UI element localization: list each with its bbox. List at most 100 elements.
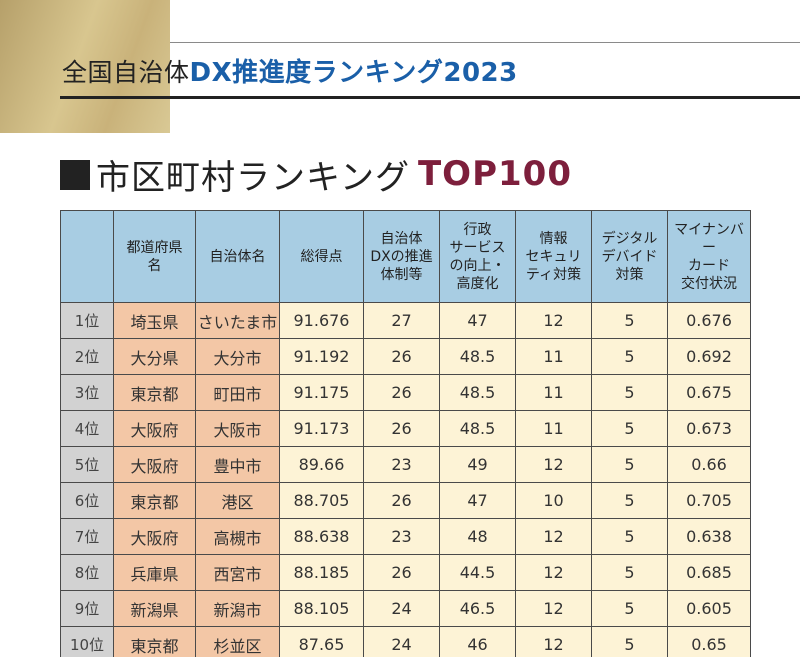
digital-divide-cell: 5 <box>591 590 668 627</box>
dx-system-cell: 26 <box>363 338 440 375</box>
column-header-line: 自治体 <box>380 230 423 247</box>
column-header-line: 体制等 <box>380 266 423 283</box>
dx-system-cell: 24 <box>363 590 440 627</box>
rank-cell: 1位 <box>60 302 114 339</box>
mynumber-cell: 0.65 <box>667 626 751 657</box>
column-header-line: セキュリ <box>525 248 582 265</box>
municipality-cell: 高槻市 <box>195 518 280 555</box>
security-cell: 12 <box>515 518 592 555</box>
column-header-municipality: 自治体名 <box>195 210 280 303</box>
column-header-line: サービス <box>449 239 506 256</box>
rank-cell: 9位 <box>60 590 114 627</box>
column-header-line: 自治体名 <box>209 248 266 265</box>
security-cell: 12 <box>515 446 592 483</box>
total-score-cell: 91.173 <box>279 410 364 447</box>
service-cell: 47 <box>439 482 516 519</box>
table-header-row: 都道府県名自治体名 総得点 自治体 DXの推進 体制等 行政 サービス の向上・ 高度化 情報 セキ… <box>60 210 751 303</box>
total-score-cell: 88.705 <box>279 482 364 519</box>
table-row: 6位 東京都 港区 88.705 26 47 10 5 0.705 <box>60 482 751 519</box>
municipality-cell: 豊中市 <box>195 446 280 483</box>
service-cell: 47 <box>439 302 516 339</box>
rank-cell: 2位 <box>60 338 114 375</box>
column-header-line: 高度化 <box>456 275 499 292</box>
dx-system-cell: 26 <box>363 374 440 411</box>
mynumber-cell: 0.66 <box>667 446 751 483</box>
column-header-line: 対策 <box>615 266 644 283</box>
rank-cell: 7位 <box>60 518 114 555</box>
section-title: 市区町村ランキング TOP100 <box>60 150 572 198</box>
column-header-line: 情報 <box>539 230 568 247</box>
dx-system-cell: 26 <box>363 410 440 447</box>
municipality-cell: 町田市 <box>195 374 280 411</box>
mynumber-cell: 0.638 <box>667 518 751 555</box>
security-cell: 11 <box>515 338 592 375</box>
column-header-line: の向上・ <box>449 257 506 274</box>
mynumber-cell: 0.692 <box>667 338 751 375</box>
total-score-cell: 91.175 <box>279 374 364 411</box>
digital-divide-cell: 5 <box>591 482 668 519</box>
prefecture-cell: 大阪府 <box>113 518 196 555</box>
mynumber-cell: 0.685 <box>667 554 751 591</box>
prefecture-cell: 新潟県 <box>113 590 196 627</box>
ranking-table: 都道府県名自治体名 総得点 自治体 DXの推進 体制等 行政 サービス の向上・ 高度化 情報 セキ… <box>60 210 751 657</box>
digital-divide-cell: 5 <box>591 374 668 411</box>
rank-cell: 5位 <box>60 446 114 483</box>
digital-divide-cell: 5 <box>591 554 668 591</box>
column-header-line: 名 <box>147 257 162 274</box>
table-row: 1位 埼玉県 さいたま市 91.676 27 47 12 5 0.676 <box>60 302 751 339</box>
column-header-service-improvement: 行政 サービス の向上・ 高度化 <box>439 210 516 303</box>
column-header-rank <box>60 210 114 303</box>
municipality-cell: 大分市 <box>195 338 280 375</box>
column-header-line: 総得点 <box>300 248 343 265</box>
section-title-accent: TOP100 <box>417 154 572 194</box>
security-cell: 12 <box>515 590 592 627</box>
column-header-security: 情報 セキュリ ティ対策 <box>515 210 592 303</box>
security-cell: 12 <box>515 626 592 657</box>
prefecture-cell: 兵庫県 <box>113 554 196 591</box>
column-header-line: カード <box>688 257 730 274</box>
security-cell: 12 <box>515 554 592 591</box>
table-row: 5位 大阪府 豊中市 89.66 23 49 12 5 0.66 <box>60 446 751 483</box>
dx-system-cell: 23 <box>363 518 440 555</box>
section-title-main: 市区町村ランキング <box>96 157 410 198</box>
prefecture-cell: 大分県 <box>113 338 196 375</box>
total-score-cell: 88.185 <box>279 554 364 591</box>
table-row: 10位 東京都 杉並区 87.65 24 46 12 5 0.65 <box>60 626 751 657</box>
rank-cell: 4位 <box>60 410 114 447</box>
service-cell: 44.5 <box>439 554 516 591</box>
section-bullet-square <box>60 160 90 190</box>
service-cell: 48.5 <box>439 410 516 447</box>
total-score-cell: 87.65 <box>279 626 364 657</box>
column-header-line: デバイド <box>601 248 658 265</box>
digital-divide-cell: 5 <box>591 338 668 375</box>
column-header-line: 行政 <box>463 221 492 238</box>
mynumber-cell: 0.705 <box>667 482 751 519</box>
security-cell: 12 <box>515 302 592 339</box>
digital-divide-cell: 5 <box>591 626 668 657</box>
security-cell: 10 <box>515 482 592 519</box>
table-body: 1位 埼玉県 さいたま市 91.676 27 47 12 5 0.676 2位 大分県 大分市 91.1… <box>60 302 751 657</box>
service-cell: 48 <box>439 518 516 555</box>
column-header-line: DXの推進 <box>370 248 433 265</box>
table-row: 7位 大阪府 高槻市 88.638 23 48 12 5 0.638 <box>60 518 751 555</box>
column-header-dx-system: 自治体 DXの推進 体制等 <box>363 210 440 303</box>
dx-system-cell: 23 <box>363 446 440 483</box>
prefecture-cell: 埼玉県 <box>113 302 196 339</box>
header-title-main: 全国自治体 <box>62 58 190 87</box>
rank-cell: 10位 <box>60 626 114 657</box>
table-row: 3位 東京都 町田市 91.175 26 48.5 11 5 0.675 <box>60 374 751 411</box>
total-score-cell: 91.192 <box>279 338 364 375</box>
rank-cell: 6位 <box>60 482 114 519</box>
gold-decoration <box>0 0 170 133</box>
municipality-cell: 新潟市 <box>195 590 280 627</box>
page-header: 全国自治体 DX推進度ランキング2023 <box>62 52 518 92</box>
column-header-mynumber-card: マイナンバー カード 交付状況 <box>667 210 751 303</box>
header-title-accent: DX推進度ランキング2023 <box>189 58 518 88</box>
dx-system-cell: 26 <box>363 554 440 591</box>
digital-divide-cell: 5 <box>591 518 668 555</box>
dx-system-cell: 26 <box>363 482 440 519</box>
total-score-cell: 88.638 <box>279 518 364 555</box>
mynumber-cell: 0.605 <box>667 590 751 627</box>
municipality-cell: さいたま市 <box>195 302 280 339</box>
municipality-cell: 大阪市 <box>195 410 280 447</box>
